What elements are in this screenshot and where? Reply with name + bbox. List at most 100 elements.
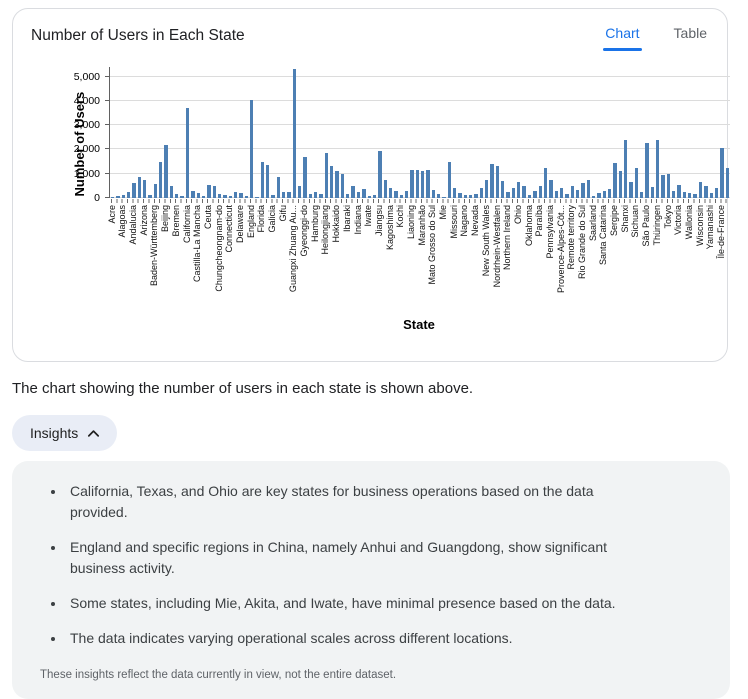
bar-Delaware[interactable] <box>239 192 243 198</box>
bar-unlabeled-75[interactable] <box>511 187 516 198</box>
bar-Missouri[interactable] <box>453 187 457 198</box>
bar-unlabeled-65[interactable] <box>458 193 462 198</box>
bar-unlabeled-109[interactable] <box>693 193 697 198</box>
bar-unlabeled-89[interactable] <box>586 179 590 198</box>
bar-unlabeled-5[interactable] <box>137 177 142 198</box>
bar-unlabeled-41[interactable] <box>330 166 334 198</box>
tab-chart[interactable]: Chart <box>603 25 642 51</box>
bar-unlabeled-3[interactable] <box>127 191 131 198</box>
bar-Hamburg[interactable] <box>314 191 318 198</box>
bar-Mie[interactable] <box>442 196 446 198</box>
bar-unlabeled-115[interactable] <box>725 167 729 198</box>
bar-Gifu[interactable] <box>282 191 286 198</box>
bar-England[interactable] <box>249 99 254 198</box>
bar-unlabeled-93[interactable] <box>607 189 612 198</box>
bar-Île-de-France[interactable] <box>720 148 724 198</box>
bar-Paraíba[interactable] <box>538 186 542 198</box>
bar-unlabeled-43[interactable] <box>340 174 345 198</box>
bar-Nordrhein-Westfalen[interactable] <box>495 165 500 198</box>
bar-Mato Grosso do Sul[interactable] <box>431 189 435 198</box>
bar-Sichuan[interactable] <box>634 167 639 198</box>
bar-unlabeled-23[interactable] <box>233 191 238 198</box>
bar-unlabeled-25[interactable] <box>244 195 248 198</box>
bar-unlabeled-71[interactable] <box>490 164 494 198</box>
bar-Ibaraki[interactable] <box>346 194 350 198</box>
bar-unlabeled-7[interactable] <box>148 194 152 198</box>
bar-California[interactable] <box>185 108 190 198</box>
bar-Andalucia[interactable] <box>132 182 136 198</box>
bar-Yamanashi[interactable] <box>709 193 713 198</box>
bar-unlabeled-105[interactable] <box>672 190 676 198</box>
bar-Gyeonggi-do[interactable] <box>303 156 307 198</box>
bar-Ceuta[interactable] <box>207 184 211 198</box>
bar-unlabeled-1[interactable] <box>116 195 120 198</box>
bar-unlabeled-111[interactable] <box>704 186 708 198</box>
bar-unlabeled-73[interactable] <box>501 181 505 198</box>
bar-New South Wales[interactable] <box>485 179 489 198</box>
bar-unlabeled-39[interactable] <box>319 193 323 198</box>
bar-unlabeled-51[interactable] <box>383 179 387 198</box>
bar-unlabeled-99[interactable] <box>640 191 644 198</box>
bar-unlabeled-103[interactable] <box>661 174 665 198</box>
insights-toggle-button[interactable]: Insights <box>12 415 118 451</box>
bar-Beijing[interactable] <box>164 144 168 198</box>
bar-unlabeled-53[interactable] <box>394 191 398 198</box>
bar-unlabeled-31[interactable] <box>276 177 280 198</box>
bar-São Paulo[interactable] <box>645 143 649 198</box>
bar-unlabeled-21[interactable] <box>223 195 227 198</box>
bar-Florida[interactable] <box>260 161 264 198</box>
bar-Nevada[interactable] <box>474 194 478 198</box>
bar-Sergipe[interactable] <box>613 162 617 198</box>
bar-unlabeled-17[interactable] <box>201 195 206 198</box>
bar-Heilongjiang[interactable] <box>324 153 329 198</box>
bar-unlabeled-29[interactable] <box>265 165 270 198</box>
bar-unlabeled-15[interactable] <box>191 191 195 198</box>
bar-unlabeled-81[interactable] <box>543 167 548 198</box>
bar-Maranhão[interactable] <box>420 171 425 198</box>
bar-unlabeled-49[interactable] <box>372 195 377 198</box>
bar-Castilla-La Mancha[interactable] <box>196 193 200 198</box>
bar-unlabeled-37[interactable] <box>308 193 313 198</box>
bar-unlabeled-45[interactable] <box>351 186 355 198</box>
bar-unlabeled-13[interactable] <box>180 195 184 198</box>
bar-unlabeled-113[interactable] <box>714 188 719 198</box>
bar-unlabeled-97[interactable] <box>629 182 633 198</box>
bar-Provence-Alpes-Côt...[interactable] <box>559 188 564 198</box>
bar-Wallonia[interactable] <box>688 193 692 198</box>
bar-unlabeled-91[interactable] <box>597 193 601 198</box>
bar-Wisconsin[interactable] <box>698 181 703 198</box>
bar-unlabeled-85[interactable] <box>565 193 569 198</box>
bar-Nagano[interactable] <box>463 195 468 198</box>
bar-Acre[interactable] <box>111 196 115 198</box>
bar-unlabeled-69[interactable] <box>479 188 484 198</box>
bar-Oklahoma[interactable] <box>527 194 532 198</box>
bar-Connecticut[interactable] <box>228 195 232 198</box>
bar-Baden-Württemberg[interactable] <box>153 184 158 198</box>
bar-unlabeled-61[interactable] <box>436 193 441 198</box>
bar-Alagoas[interactable] <box>121 194 126 198</box>
bar-unlabeled-101[interactable] <box>650 187 655 198</box>
bar-Tokyo[interactable] <box>666 173 671 198</box>
bar-Jiangsu[interactable] <box>378 150 382 198</box>
bar-unlabeled-87[interactable] <box>575 189 580 198</box>
bar-unlabeled-77[interactable] <box>522 186 526 198</box>
bar-Thüringen[interactable] <box>656 139 660 198</box>
tab-table[interactable]: Table <box>674 25 707 47</box>
bar-Chungcheongnam-do[interactable] <box>217 194 222 198</box>
bar-unlabeled-55[interactable] <box>404 190 409 198</box>
bar-Kochi[interactable] <box>399 194 403 198</box>
bar-unlabeled-63[interactable] <box>447 162 451 198</box>
bar-Santa Catarina[interactable] <box>602 191 606 198</box>
bar-Guangxi Zhuang Au...[interactable] <box>292 69 297 198</box>
bar-Liaoning[interactable] <box>410 170 414 198</box>
bar-Rio Grande do Sul[interactable] <box>581 182 585 198</box>
bar-Arizona[interactable] <box>143 180 147 198</box>
bar-unlabeled-9[interactable] <box>159 162 163 198</box>
bar-Bremen[interactable] <box>175 194 179 198</box>
bar-Iwate[interactable] <box>367 196 371 198</box>
bar-unlabeled-35[interactable] <box>298 185 302 198</box>
bar-Remote territory[interactable] <box>570 186 574 198</box>
bar-Hokkaido[interactable] <box>335 171 339 198</box>
bar-unlabeled-83[interactable] <box>554 190 558 198</box>
bar-Pennsylvania[interactable] <box>549 179 553 198</box>
